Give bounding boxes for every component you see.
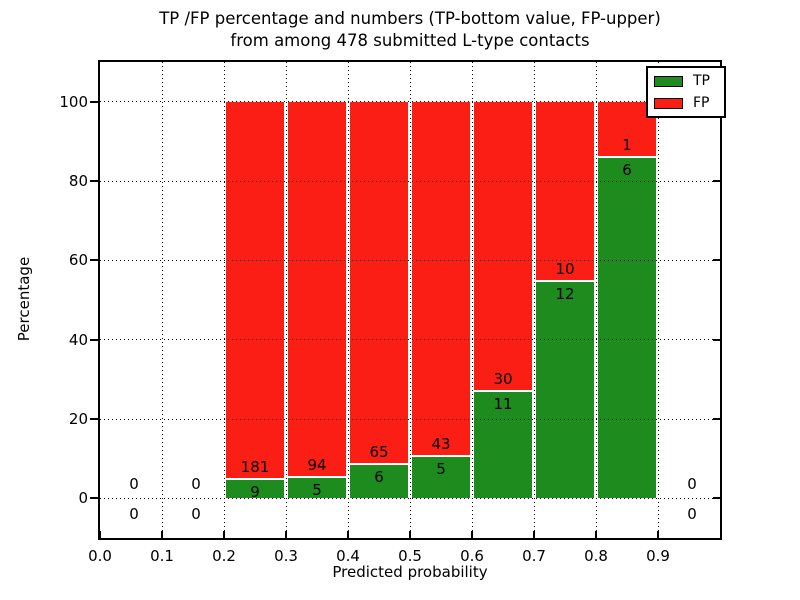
gridline-vertical — [533, 62, 535, 538]
bar-segment-fp — [350, 101, 408, 465]
x-tick — [657, 531, 659, 538]
gridline-vertical — [285, 62, 287, 538]
count-label-below-zero: 0 — [687, 505, 697, 524]
y-tick — [90, 497, 98, 500]
gridline-vertical — [471, 62, 473, 538]
bar-segment-fp — [288, 101, 346, 479]
count-label-tp: 6 — [622, 161, 632, 180]
plot-area: TP FP 0 20 40 60 80 100 0.0 0.1 0.2 0.3 0.4 0.5 0.6 0.… — [59, 60, 726, 565]
gridline-vertical — [409, 62, 411, 538]
chart-title-line1: TP /FP percentage and numbers (TP-bottom… — [159, 9, 661, 28]
count-label-tp: 12 — [555, 284, 575, 303]
y-tick-label: 40 — [68, 330, 88, 349]
x-tick — [471, 531, 473, 538]
x-tick — [533, 531, 535, 538]
count-label-fp: 10 — [555, 259, 575, 278]
x-tick — [285, 531, 287, 538]
x-tick — [347, 531, 349, 538]
bar-segment-tp — [536, 281, 594, 499]
gridline-vertical — [223, 62, 225, 538]
bar-segment-fp — [226, 101, 284, 480]
x-tick-label: 0.5 — [398, 547, 422, 565]
legend-label: FP — [693, 95, 710, 111]
x-tick — [223, 531, 225, 538]
y-tick-label: 60 — [68, 251, 88, 270]
bar-segment-tp — [226, 479, 284, 499]
y-tick — [90, 338, 98, 341]
count-label-below-zero: 0 — [129, 505, 139, 524]
count-label-above-zero: 0 — [687, 475, 697, 494]
x-tick-label: 0.8 — [584, 547, 608, 565]
x-tick-label: 0.0 — [88, 547, 112, 565]
count-label-tp: 11 — [493, 394, 513, 413]
x-tick — [161, 531, 163, 538]
fp-swatch-icon — [654, 97, 683, 109]
count-label-tp: 5 — [312, 481, 322, 500]
count-label-fp: 94 — [307, 456, 327, 475]
y-tick-right — [713, 259, 720, 262]
count-label-fp: 1 — [622, 136, 632, 155]
x-tick-label: 0.3 — [274, 547, 298, 565]
x-tick — [409, 531, 411, 538]
x-tick — [99, 531, 101, 538]
y-axis-label: Percentage — [15, 256, 33, 342]
x-tick-label: 0.9 — [646, 547, 670, 565]
count-label-tp: 5 — [436, 460, 446, 478]
legend-label: TP — [693, 73, 710, 89]
x-tick-label: 0.4 — [336, 547, 360, 565]
count-label-fp: 65 — [369, 442, 389, 461]
y-tick — [90, 100, 98, 103]
x-tick-label: 0.1 — [150, 547, 174, 565]
bar-segment-tp — [288, 478, 346, 499]
tp-swatch-icon — [654, 75, 683, 87]
y-tick — [90, 259, 98, 262]
legend: TP FP — [646, 66, 726, 118]
bar-segment-fp — [474, 101, 532, 392]
gridline-vertical — [347, 62, 349, 538]
chart-title: TP /FP percentage and numbers (TP-bottom… — [100, 8, 720, 52]
gridline-vertical — [657, 62, 659, 538]
bar-segment-tp — [350, 464, 408, 499]
bar-segment-tp — [412, 457, 470, 499]
bar-segment-tp — [474, 391, 532, 499]
y-tick-label: 100 — [59, 92, 88, 111]
y-tick-label: 80 — [68, 172, 88, 190]
y-tick-right — [713, 180, 720, 182]
x-tick — [595, 531, 597, 538]
legend-entry-tp: TP — [654, 73, 718, 89]
count-label-tp: 6 — [374, 467, 384, 486]
legend-entry-fp: FP — [654, 95, 718, 111]
gridline-vertical — [595, 62, 597, 538]
x-tick-label: 0.7 — [522, 547, 546, 565]
count-label-fp: 181 — [240, 457, 270, 476]
x-axis-label: Predicted probability — [332, 563, 488, 581]
bar-segment-fp — [412, 101, 470, 457]
count-label-tp: 9 — [250, 482, 260, 501]
y-tick-right — [713, 418, 720, 420]
chart-title-line2: from among 478 submitted L-type contacts — [230, 31, 590, 50]
y-tick-label: 20 — [68, 410, 88, 428]
x-tick-label: 0.6 — [460, 547, 484, 565]
count-label-fp: 30 — [493, 369, 513, 388]
y-tick — [90, 418, 98, 420]
y-tick-label: 0 — [78, 489, 88, 508]
count-label-fp: 43 — [431, 435, 451, 453]
y-tick — [90, 180, 98, 182]
x-tick-label: 0.2 — [212, 547, 236, 565]
count-label-below-zero: 0 — [191, 505, 201, 524]
count-label-above-zero: 0 — [191, 475, 201, 494]
y-tick-right — [713, 338, 720, 341]
bar-segment-tp — [598, 158, 656, 499]
count-label-above-zero: 0 — [129, 475, 139, 494]
y-tick-right — [713, 497, 720, 500]
bar-segment-fp — [536, 101, 594, 282]
gridline-vertical — [161, 62, 163, 538]
